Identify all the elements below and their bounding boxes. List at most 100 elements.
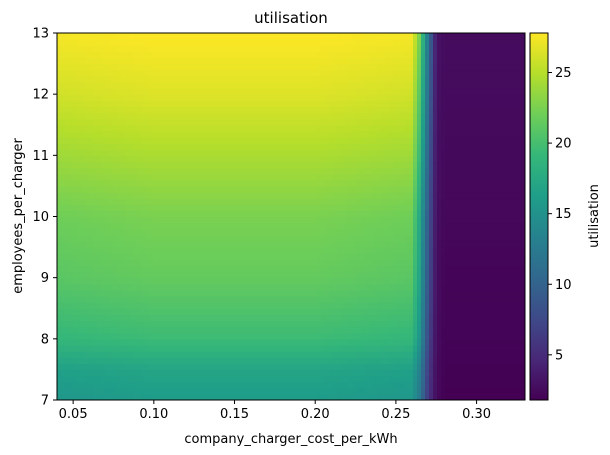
heatmap-cell bbox=[285, 265, 290, 273]
heatmap-cell bbox=[317, 185, 322, 193]
heatmap-cell bbox=[297, 326, 302, 334]
heatmap-cell bbox=[169, 271, 174, 279]
heatmap-cell bbox=[181, 363, 186, 371]
heatmap-cell bbox=[233, 326, 238, 334]
heatmap-cell bbox=[305, 240, 310, 248]
heatmap-cell bbox=[513, 314, 518, 322]
heatmap-cell bbox=[101, 161, 106, 169]
heatmap-cell bbox=[261, 136, 266, 144]
heatmap-cell bbox=[293, 192, 298, 199]
heatmap-cell bbox=[333, 198, 338, 205]
heatmap-cell bbox=[409, 387, 414, 395]
heatmap-cell bbox=[201, 302, 206, 309]
heatmap-cell bbox=[237, 179, 242, 187]
heatmap-cell bbox=[429, 210, 434, 218]
heatmap-cell bbox=[501, 173, 506, 181]
heatmap-cell bbox=[129, 393, 134, 400]
heatmap-cell bbox=[297, 149, 302, 156]
heatmap-cell bbox=[89, 393, 94, 400]
heatmap-cell bbox=[385, 167, 390, 175]
heatmap-cell bbox=[345, 283, 350, 291]
heatmap-cell bbox=[441, 234, 446, 242]
heatmap-cell bbox=[93, 143, 98, 150]
heatmap-cell bbox=[369, 381, 374, 389]
heatmap-cell bbox=[433, 375, 438, 383]
heatmap-cell bbox=[161, 253, 166, 260]
heatmap-cell bbox=[221, 210, 226, 218]
heatmap-cell bbox=[445, 387, 450, 395]
heatmap-cell bbox=[517, 210, 522, 218]
heatmap-cell bbox=[269, 228, 274, 236]
heatmap-cell bbox=[201, 161, 206, 169]
heatmap-cell bbox=[201, 351, 206, 358]
heatmap-cell bbox=[449, 167, 454, 175]
heatmap-cell bbox=[481, 344, 486, 352]
heatmap-cell bbox=[189, 222, 194, 230]
heatmap-cell bbox=[221, 204, 226, 211]
heatmap-cell bbox=[413, 363, 418, 371]
heatmap-cell bbox=[413, 234, 418, 242]
heatmap-cell bbox=[69, 192, 74, 199]
heatmap-cell bbox=[317, 228, 322, 236]
heatmap-cell bbox=[261, 204, 266, 211]
heatmap-cell bbox=[101, 247, 106, 254]
heatmap-cell bbox=[385, 265, 390, 273]
heatmap-cell bbox=[245, 198, 250, 205]
heatmap-cell bbox=[109, 344, 114, 352]
heatmap-cell bbox=[381, 320, 386, 328]
heatmap-cell bbox=[481, 296, 486, 303]
heatmap-cell bbox=[521, 338, 525, 346]
heatmap-cell bbox=[429, 314, 434, 322]
heatmap-cell bbox=[501, 198, 506, 205]
heatmap-cell bbox=[197, 204, 202, 211]
heatmap-cell bbox=[493, 357, 498, 364]
heatmap-cell bbox=[105, 369, 110, 377]
heatmap-cell bbox=[153, 259, 158, 267]
heatmap-cell bbox=[237, 357, 242, 364]
heatmap-cell bbox=[345, 247, 350, 254]
heatmap-cell bbox=[405, 381, 410, 389]
heatmap-cell bbox=[473, 259, 478, 267]
heatmap-cell bbox=[489, 265, 494, 273]
heatmap-cell bbox=[453, 332, 458, 340]
heatmap-cell bbox=[381, 222, 386, 230]
heatmap-cell bbox=[425, 393, 430, 400]
heatmap-cell bbox=[433, 240, 438, 248]
heatmap-cell bbox=[289, 155, 294, 163]
heatmap-cell bbox=[145, 161, 150, 169]
heatmap-cell bbox=[373, 387, 378, 395]
heatmap-cell bbox=[493, 167, 498, 175]
heatmap-cell bbox=[173, 253, 178, 260]
heatmap-cell bbox=[397, 271, 402, 279]
heatmap-cell bbox=[261, 387, 266, 395]
heatmap-cell bbox=[357, 338, 362, 346]
heatmap-cell bbox=[181, 357, 186, 364]
heatmap-cell bbox=[73, 302, 78, 309]
heatmap-cell bbox=[273, 240, 278, 248]
heatmap-cell bbox=[89, 387, 94, 395]
heatmap-cell bbox=[489, 167, 494, 175]
heatmap-cell bbox=[333, 136, 338, 144]
heatmap-cell bbox=[429, 179, 434, 187]
heatmap-cell bbox=[101, 296, 106, 303]
heatmap-cell bbox=[145, 283, 150, 291]
heatmap-cell bbox=[497, 351, 502, 358]
heatmap-cell bbox=[429, 167, 434, 175]
heatmap-cell bbox=[337, 210, 342, 218]
heatmap-cell bbox=[109, 222, 114, 230]
heatmap-cell bbox=[261, 253, 266, 260]
heatmap-cell bbox=[281, 149, 286, 156]
heatmap-cell bbox=[385, 320, 390, 328]
heatmap-cell bbox=[257, 363, 262, 371]
heatmap-cell bbox=[161, 136, 166, 144]
heatmap-cell bbox=[257, 222, 262, 230]
heatmap-cell bbox=[317, 265, 322, 273]
heatmap-cell bbox=[217, 253, 222, 260]
heatmap-cell bbox=[485, 198, 490, 205]
heatmap-cell bbox=[497, 247, 502, 254]
heatmap-cell bbox=[137, 302, 142, 309]
heatmap-cell bbox=[105, 240, 110, 248]
heatmap-cell bbox=[265, 326, 270, 334]
heatmap-cell bbox=[61, 216, 66, 224]
heatmap-cell bbox=[201, 308, 206, 315]
